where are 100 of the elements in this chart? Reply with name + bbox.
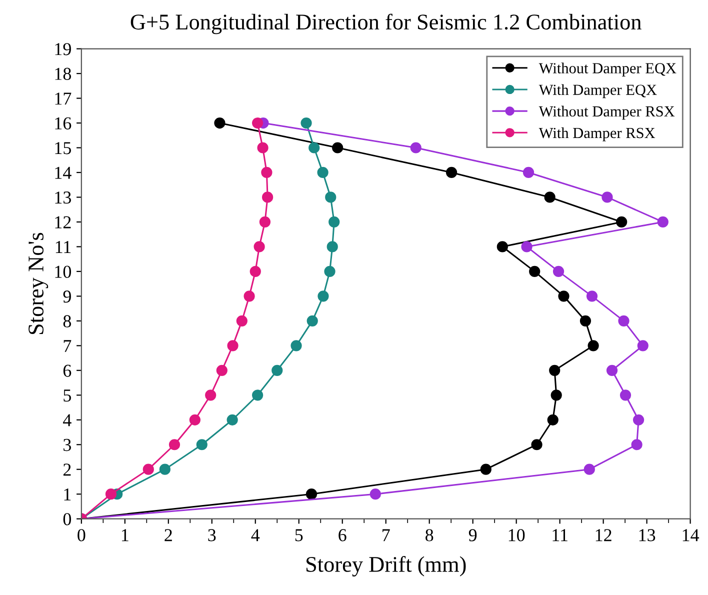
x-tick-label: 4 <box>251 529 260 542</box>
x-tick-label: 9 <box>468 529 477 542</box>
point <box>254 241 265 252</box>
point <box>168 439 180 450</box>
point <box>105 488 117 500</box>
point <box>558 290 570 302</box>
point <box>521 241 532 252</box>
x-tick-label: 7 <box>382 529 390 542</box>
point <box>580 315 592 326</box>
point <box>142 464 154 475</box>
point <box>214 117 226 129</box>
point <box>631 439 642 450</box>
point <box>318 290 329 302</box>
point <box>446 166 458 178</box>
x-tick-label: 2 <box>164 529 172 542</box>
point <box>326 241 338 252</box>
point <box>236 315 248 326</box>
point <box>616 216 628 228</box>
point <box>250 266 261 277</box>
y-tick-label: 12 <box>55 216 71 228</box>
y-tick-label: 6 <box>63 364 72 377</box>
point <box>522 166 534 178</box>
point <box>547 414 558 426</box>
point <box>552 266 564 277</box>
point <box>370 488 381 500</box>
x-tick-label: 6 <box>338 529 346 542</box>
chart-title: G+5 Longitudinal Direction for Seismic 1.2 Combination <box>130 14 642 34</box>
point <box>584 464 595 475</box>
point <box>252 117 264 129</box>
y-tick-label: 14 <box>55 166 72 179</box>
point <box>332 142 344 154</box>
point <box>620 390 632 401</box>
point <box>632 414 644 426</box>
point <box>549 364 560 376</box>
y-tick-label: 9 <box>63 290 71 303</box>
point <box>244 290 255 302</box>
point <box>324 266 336 277</box>
point <box>531 439 542 450</box>
y-tick-label: 15 <box>55 142 71 154</box>
x-tick-label: 13 <box>639 529 656 542</box>
point <box>328 216 340 228</box>
x-tick-label: 8 <box>426 529 434 542</box>
point <box>189 414 200 426</box>
point <box>637 340 648 352</box>
point <box>196 439 208 450</box>
point <box>544 192 556 203</box>
point <box>588 340 599 352</box>
point <box>602 192 613 203</box>
x-axis-title: Storey Drift (mm) <box>306 556 466 576</box>
point <box>410 142 422 154</box>
legend-label: Without Damper RSX <box>538 106 675 120</box>
point <box>586 290 598 302</box>
y-tick-label: 1 <box>64 488 71 500</box>
y-tick-label: 0 <box>63 513 72 526</box>
point <box>618 315 630 326</box>
point <box>226 414 238 426</box>
x-tick-label: 14 <box>682 529 700 542</box>
y-tick-label: 16 <box>55 117 72 130</box>
y-tick-label: 11 <box>56 241 71 253</box>
point <box>306 315 318 326</box>
point <box>205 390 216 401</box>
legend-label: With Damper EQX <box>538 84 657 98</box>
x-tick-label: 5 <box>295 529 303 542</box>
point <box>261 166 272 178</box>
point <box>216 364 228 376</box>
legend-label: Without Damper EQX <box>538 62 676 76</box>
y-tick-label: 3 <box>64 438 71 452</box>
x-tick-label: 11 <box>552 529 568 542</box>
y-tick-label: 8 <box>63 315 72 328</box>
point <box>272 364 283 376</box>
y-axis-title: Storey No's <box>28 232 48 334</box>
point <box>325 192 336 203</box>
point <box>257 142 268 154</box>
legend-label: With Damper RSX <box>538 127 656 142</box>
x-tick-label: 3 <box>208 529 216 542</box>
y-tick-label: 18 <box>55 68 72 80</box>
y-tick-label: 13 <box>55 192 71 204</box>
x-tick-label: 12 <box>596 529 612 542</box>
point <box>259 216 271 228</box>
point <box>606 364 618 376</box>
point <box>657 216 668 228</box>
x-tick-label: 1 <box>122 529 128 542</box>
point <box>262 192 274 203</box>
x-tick-label: 10 <box>508 529 525 542</box>
y-tick-label: 17 <box>55 92 72 105</box>
point <box>550 390 562 401</box>
point <box>290 340 302 352</box>
y-tick-label: 19 <box>55 43 71 56</box>
point <box>317 166 328 178</box>
y-tick-label: 2 <box>63 464 71 476</box>
point <box>480 464 492 475</box>
y-tick-label: 4 <box>63 414 72 426</box>
y-tick-label: 5 <box>64 390 71 402</box>
x-tick-label: 0 <box>78 529 86 542</box>
point <box>227 340 238 352</box>
point <box>252 390 264 401</box>
point <box>308 142 320 154</box>
point <box>529 266 540 277</box>
y-tick-label: 10 <box>55 266 72 278</box>
point <box>496 241 508 252</box>
